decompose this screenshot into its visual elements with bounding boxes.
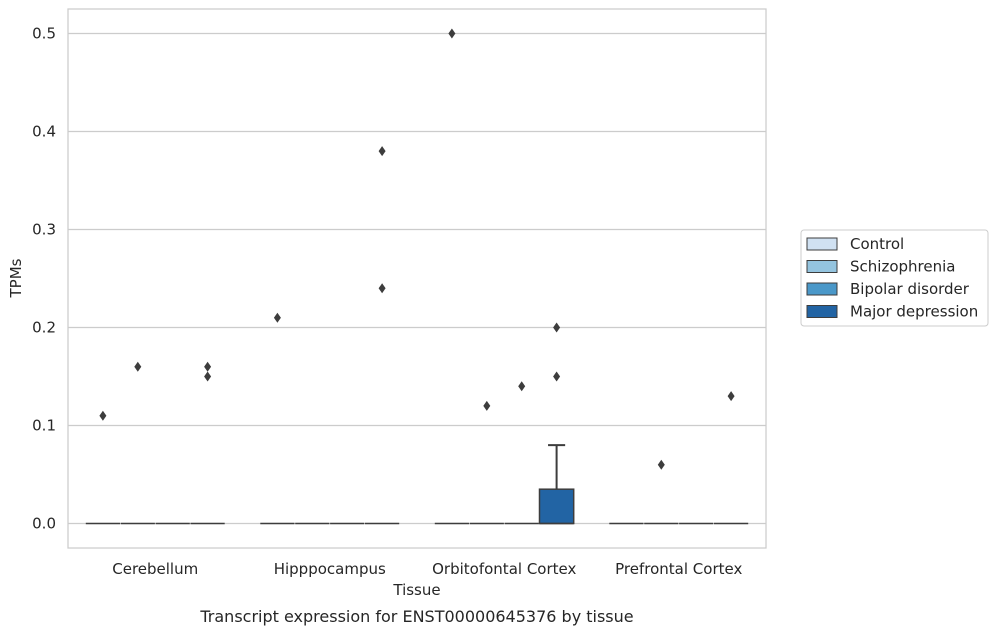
outlier-point bbox=[553, 371, 561, 382]
outlier-point bbox=[204, 371, 212, 382]
y-tick-label: 0.3 bbox=[32, 221, 56, 239]
y-tick-label: 0.4 bbox=[32, 123, 56, 141]
x-axis-label: Tissue bbox=[392, 581, 440, 599]
outlier-point bbox=[99, 410, 107, 421]
y-tick-label: 0.0 bbox=[32, 515, 56, 533]
legend-swatch bbox=[806, 305, 838, 318]
legend-label: Bipolar disorder bbox=[850, 280, 970, 298]
box-schizophrenia bbox=[644, 459, 679, 525]
outlier-point bbox=[727, 391, 735, 402]
y-tick-label: 0.5 bbox=[32, 25, 56, 43]
outlier-point bbox=[518, 381, 526, 392]
x-tick-label: Hipppocampus bbox=[274, 560, 386, 578]
legend-swatch bbox=[806, 282, 838, 296]
box-schizophrenia bbox=[469, 400, 504, 525]
legend-frame bbox=[800, 229, 989, 327]
outlier-point bbox=[273, 312, 281, 323]
outlier-point bbox=[378, 146, 386, 157]
outlier-point bbox=[134, 361, 142, 372]
box-major-depression bbox=[190, 361, 225, 525]
box-schizophrenia bbox=[120, 361, 155, 525]
x-tick-label: Orbitofontal Cortex bbox=[432, 560, 576, 578]
legend-swatch bbox=[806, 260, 838, 273]
box-control bbox=[434, 28, 470, 525]
box-body bbox=[538, 488, 575, 525]
x-tick-labels: Cerebellum Hipppocampus Orbitofontal Corte… bbox=[112, 560, 742, 578]
box-major-depression bbox=[538, 322, 575, 525]
outlier-point bbox=[657, 459, 665, 470]
boxes-layer bbox=[85, 28, 749, 525]
legend-label: Major depression bbox=[850, 303, 978, 321]
plot-frame bbox=[67, 8, 767, 549]
x-tick-label: Prefrontal Cortex bbox=[615, 560, 742, 578]
box-major-depression bbox=[364, 146, 400, 525]
plot-area bbox=[68, 9, 766, 548]
legend-label: Schizophrenia bbox=[850, 258, 955, 276]
y-tick-labels: 0.0 0.1 0.2 0.3 0.4 0.5 bbox=[32, 25, 56, 533]
outlier-point bbox=[448, 28, 456, 39]
box-control bbox=[85, 410, 121, 525]
chart-title: Transcript expression for ENST0000064537… bbox=[199, 607, 633, 626]
y-tick-label: 0.2 bbox=[32, 319, 56, 337]
outlier-point bbox=[553, 322, 561, 333]
legend-swatch bbox=[806, 237, 838, 251]
outlier-point bbox=[483, 400, 491, 411]
outlier-point bbox=[204, 361, 212, 372]
box-control bbox=[260, 312, 295, 525]
y-tick-label: 0.1 bbox=[32, 417, 56, 435]
legend: Control Schizophrenia Bipolar disorder Majo… bbox=[800, 229, 989, 327]
legend-label: Control bbox=[850, 235, 904, 253]
box-major-depression bbox=[713, 391, 749, 525]
x-tick-label: Cerebellum bbox=[112, 560, 198, 578]
outlier-point bbox=[378, 283, 386, 294]
y-axis-label: TPMs bbox=[7, 258, 25, 298]
box-bipolar-disorder bbox=[504, 381, 539, 525]
